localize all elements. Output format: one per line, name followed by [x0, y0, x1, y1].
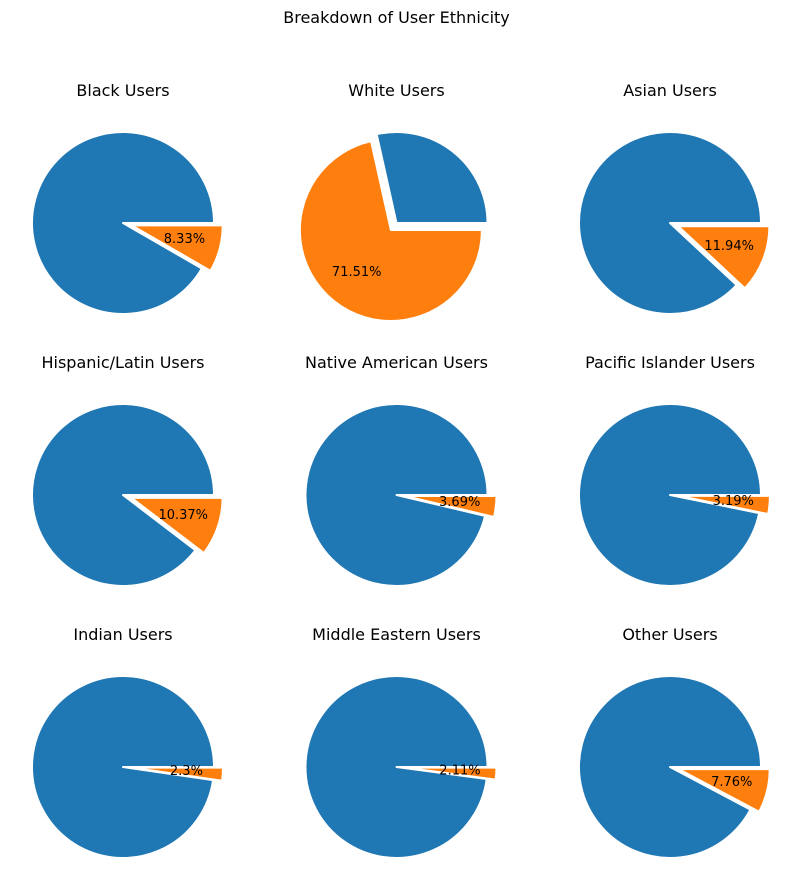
pie-slice-remainder [578, 131, 762, 315]
pie-slice-label: 3.19% [713, 494, 754, 509]
pie-slice-remainder [304, 403, 489, 587]
pie-title: Asian Users [623, 81, 717, 100]
pie-slice-share [404, 766, 498, 781]
pie-chart-indian-users: Indian Users 2.3% [31, 625, 224, 859]
pie-slice-share [130, 496, 224, 555]
pie-slice-share [130, 224, 224, 272]
pie-slice-share [677, 494, 771, 516]
pie-slice-label: 11.94% [704, 239, 754, 254]
pie-slice-share [404, 495, 498, 518]
pie-slice-remainder [304, 675, 489, 859]
pie-chart-middle-eastern-users: Middle Eastern Users 2.11% [304, 625, 498, 859]
pie-title: Other Users [622, 625, 717, 644]
pie-slice-label: 2.3% [170, 764, 203, 779]
pie-chart-other-users: Other Users 7.76% [578, 625, 771, 859]
pie-slice-label: 7.76% [711, 775, 752, 790]
pie-chart-white-users: White Users 71.51% [298, 81, 489, 323]
pie-chart-pacific-islander-users: Pacific Islander Users 3.19% [578, 353, 771, 587]
pie-chart-hispanic-latin-users: Hispanic/Latin Users 10.37% [31, 353, 224, 587]
pie-title: White Users [348, 81, 444, 100]
figure-title: Breakdown of User Ethnicity [283, 8, 510, 27]
pie-slice-share [677, 225, 771, 290]
pie-slice-remainder [578, 675, 762, 859]
pie-slice-remainder [31, 675, 215, 859]
pie-title: Hispanic/Latin Users [41, 353, 204, 372]
pie-title: Pacific Islander Users [585, 353, 755, 372]
pie-slice-label: 8.33% [164, 232, 205, 247]
pie-chart-asian-users: Asian Users 11.94% [578, 81, 771, 315]
pie-slice-remainder [31, 403, 215, 587]
pie-slice-remainder [31, 131, 215, 315]
pie-chart-native-american-users: Native American Users 3.69% [304, 353, 498, 587]
pie-title: Middle Eastern Users [312, 625, 481, 644]
pie-slice-remainder [578, 403, 762, 587]
pie-slice-label: 10.37% [158, 508, 208, 523]
pie-slice-share [677, 768, 771, 813]
pie-slice-share [130, 766, 224, 782]
pie-title: Black Users [76, 81, 169, 100]
pie-title: Indian Users [73, 625, 172, 644]
pie-slice-label: 71.51% [332, 265, 382, 280]
pie-slice-label: 3.69% [439, 495, 480, 510]
pie-slice-label: 2.11% [439, 764, 480, 779]
pie-slice-remainder [375, 131, 489, 224]
pie-chart-black-users: Black Users 8.33% [31, 81, 224, 315]
pie-slice-share [298, 140, 483, 323]
pie-title: Native American Users [305, 353, 488, 372]
